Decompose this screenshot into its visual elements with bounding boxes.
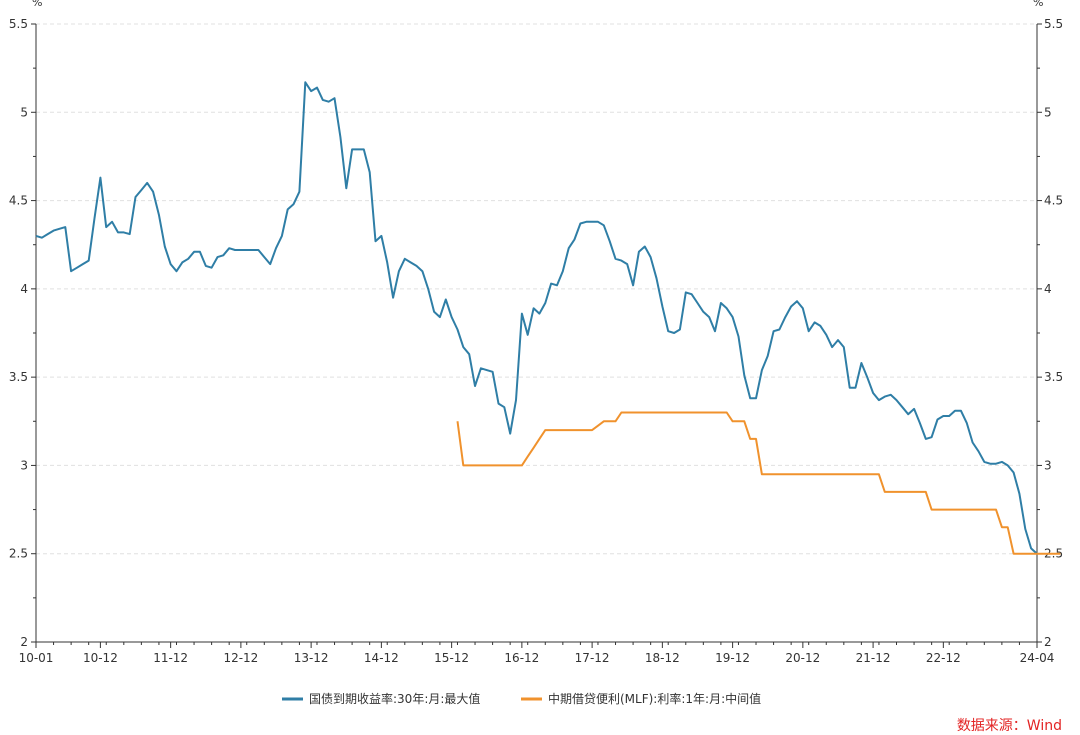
- x-tick-label: 14-12: [364, 651, 399, 665]
- legend: 国债到期收益率:30年:月:最大值 中期借贷便利(MLF):利率:1年:月:中间…: [282, 691, 761, 706]
- series-line-0: [35, 81, 1038, 555]
- x-tick-label: 10-12: [83, 651, 118, 665]
- y-tick-label-left: 5.5: [9, 17, 28, 31]
- x-ticks: 10-01 10-12 11-12 12-12 13-12 14-12 15-12 16-12…: [19, 642, 1055, 665]
- y-tick-label-left: 5: [20, 105, 28, 119]
- x-tick-label: 22-12: [926, 651, 961, 665]
- legend-item-mlf[interactable]: 中期借贷便利(MLF):利率:1年:月:中间值: [521, 691, 761, 706]
- x-tick-label: 15-12: [434, 651, 469, 665]
- legend-label-bond-yield: 国债到期收益率:30年:月:最大值: [309, 691, 480, 706]
- x-tick-label: 10-01: [19, 651, 54, 665]
- x-tick-label: 18-12: [645, 651, 680, 665]
- x-tick-label: 19-12: [715, 651, 750, 665]
- y-tick-label-right: 5.5: [1044, 17, 1063, 31]
- x-tick-label: 12-12: [223, 651, 258, 665]
- y-tick-label-right: 3.5: [1044, 370, 1063, 384]
- y-tick-label-left: 4: [20, 282, 28, 296]
- right-unit-label: %: [1033, 0, 1043, 9]
- x-tick-label: 17-12: [575, 651, 610, 665]
- left-unit-label: %: [32, 0, 42, 9]
- y-ticks-left: 2 2.5 3 3.5 4 4.5 5 5.5: [9, 17, 36, 649]
- y-tick-label-left: 4.5: [9, 194, 28, 208]
- y-tick-label-right: 3: [1044, 458, 1052, 472]
- gridlines: [36, 23, 1037, 555]
- y-tick-label-right: 4: [1044, 282, 1052, 296]
- x-tick-label: 13-12: [294, 651, 329, 665]
- legend-item-bond-yield[interactable]: 国债到期收益率:30年:月:最大值: [282, 691, 480, 706]
- x-tick-label: 21-12: [856, 651, 891, 665]
- y-tick-label-right: 4.5: [1044, 194, 1063, 208]
- y-tick-label-left: 2: [20, 635, 28, 649]
- y-tick-label-left: 3: [20, 458, 28, 472]
- x-tick-label: 11-12: [153, 651, 188, 665]
- series-lines: [35, 81, 1061, 555]
- x-tick-label: 16-12: [504, 651, 539, 665]
- legend-label-mlf: 中期借贷便利(MLF):利率:1年:月:中间值: [548, 691, 761, 706]
- x-tick-label: 20-12: [785, 651, 820, 665]
- y-tick-label-left: 3.5: [9, 370, 28, 384]
- y-tick-label-left: 2.5: [9, 547, 28, 561]
- x-tick-label: 24-04: [1020, 651, 1055, 665]
- source-label: 数据来源：Wind: [957, 718, 1062, 734]
- y-tick-label-right: 5: [1044, 105, 1052, 119]
- axes: % %: [32, 0, 1043, 643]
- series-line-1: [456, 411, 1061, 555]
- y-tick-label-right: 2: [1044, 635, 1052, 649]
